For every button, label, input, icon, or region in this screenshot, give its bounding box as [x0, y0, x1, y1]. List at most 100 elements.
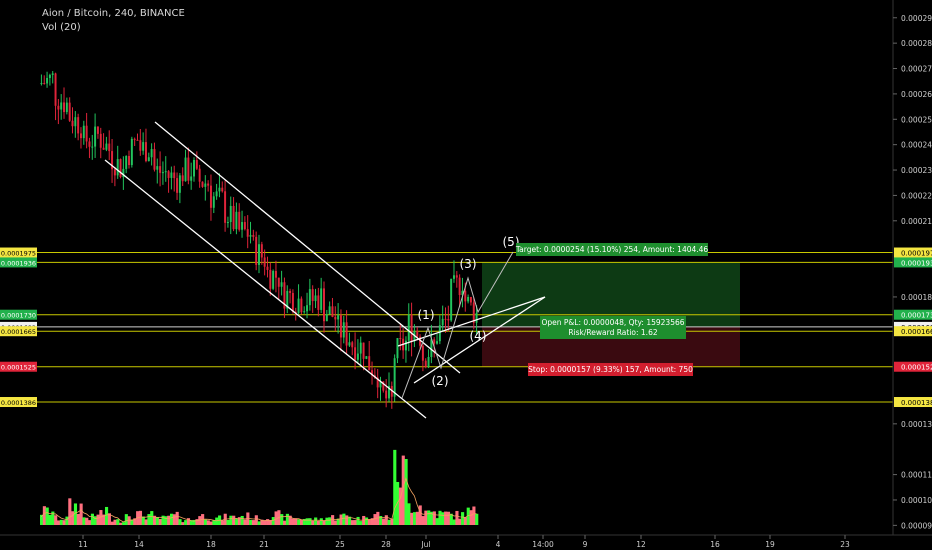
volume-bar: [62, 520, 66, 525]
candle: [156, 166, 159, 170]
candle: [300, 298, 303, 313]
candle: [184, 157, 187, 182]
candle: [207, 183, 210, 186]
time-axis: 11 14 18 21 25 28 Jul 4 14:00 9 12 16 19 23: [0, 534, 932, 549]
candles: [40, 71, 478, 409]
volume-bar: [452, 519, 456, 525]
volume-bar: [288, 515, 292, 525]
volume-bar: [73, 503, 78, 525]
candle: [159, 166, 162, 173]
volume-bar: [48, 514, 52, 525]
candle: [153, 149, 156, 170]
volume-bar: [314, 517, 318, 525]
x-tick-label: 21: [259, 540, 269, 549]
volume-bar: [51, 511, 55, 525]
symbol-title[interactable]: Aion / Bitcoin, 240, BINANCE: [42, 8, 185, 19]
volume-bar: [359, 521, 363, 525]
volume-bar: [331, 515, 335, 525]
candle: [139, 140, 142, 151]
candle: [212, 196, 215, 208]
price-levels: 0.00019750.00019750.00019360.00019360.00…: [0, 247, 932, 408]
x-tick-label: 28: [381, 540, 391, 549]
volume-bar: [232, 515, 236, 525]
candle: [407, 314, 410, 341]
volume-bar: [254, 515, 258, 525]
volume-bar: [398, 487, 403, 525]
candle: [79, 133, 82, 139]
candle: [176, 178, 179, 193]
candle: [209, 185, 212, 208]
volume-bar: [113, 519, 117, 525]
candle: [54, 73, 57, 106]
volume-bar: [141, 516, 145, 525]
volume-bar: [184, 520, 188, 525]
y-tick-label: 0.0002500: [901, 115, 932, 124]
volume-bar: [42, 506, 46, 525]
volume-bar: [370, 518, 374, 525]
candle: [77, 117, 80, 134]
candle: [317, 295, 320, 310]
volume-bar: [130, 519, 134, 525]
candle: [204, 183, 207, 187]
x-tick-label: 9: [583, 540, 588, 549]
candle: [461, 290, 464, 296]
level-tag-right-text: 0.0001730: [901, 312, 932, 320]
volume-bar: [144, 519, 148, 525]
candle: [399, 338, 402, 340]
candle: [241, 222, 244, 230]
x-tick-label: 16: [710, 540, 720, 549]
volume-bar: [461, 512, 465, 525]
candle: [325, 314, 328, 322]
candle: [308, 289, 311, 306]
volume-bar: [251, 520, 256, 525]
candle: [161, 172, 164, 174]
volume-bar: [59, 519, 63, 525]
candle: [323, 288, 325, 322]
volume-bar: [455, 510, 459, 525]
volume-bar: [274, 511, 278, 525]
volume-bar: [150, 511, 154, 525]
candle: [266, 266, 269, 270]
volume-bar: [319, 518, 323, 525]
candle: [249, 235, 252, 237]
level-tag-right-text: 0.0001975: [901, 250, 932, 258]
volume-bar: [104, 506, 109, 525]
volume-bar: [99, 510, 103, 525]
volume-bar: [226, 519, 230, 525]
volume-bar: [136, 511, 140, 525]
volume-bar: [65, 516, 69, 525]
candle: [74, 117, 77, 127]
volume-bar: [167, 515, 171, 525]
candle: [379, 381, 382, 388]
volume-indicator-label[interactable]: Vol (20): [42, 22, 81, 33]
candle: [277, 277, 280, 287]
volume-bar: [463, 517, 467, 525]
candle: [475, 313, 478, 323]
volume-bar: [342, 513, 346, 525]
volume-bar: [107, 513, 111, 525]
candle: [111, 151, 114, 170]
volume-histogram: [40, 449, 479, 525]
volume-bar: [308, 518, 312, 525]
candle: [195, 159, 198, 169]
candle: [60, 102, 63, 110]
candle: [393, 358, 396, 397]
volume-bar: [195, 519, 199, 525]
volume-bar: [263, 520, 267, 525]
level-tag-left: [0, 309, 37, 320]
volume-bar: [161, 515, 165, 525]
volume-bar: [429, 511, 434, 525]
volume-bar: [71, 511, 75, 525]
volume-bar: [147, 514, 151, 525]
candle: [48, 74, 51, 78]
candle: [455, 275, 458, 278]
candle: [294, 311, 297, 313]
volume-bar: [85, 517, 89, 525]
candle: [96, 126, 99, 134]
x-tick-label: 12: [636, 540, 646, 549]
volume-bar: [472, 506, 476, 525]
pnl-label: [540, 316, 686, 339]
candle: [328, 306, 331, 315]
level-tag-left: [0, 361, 37, 372]
